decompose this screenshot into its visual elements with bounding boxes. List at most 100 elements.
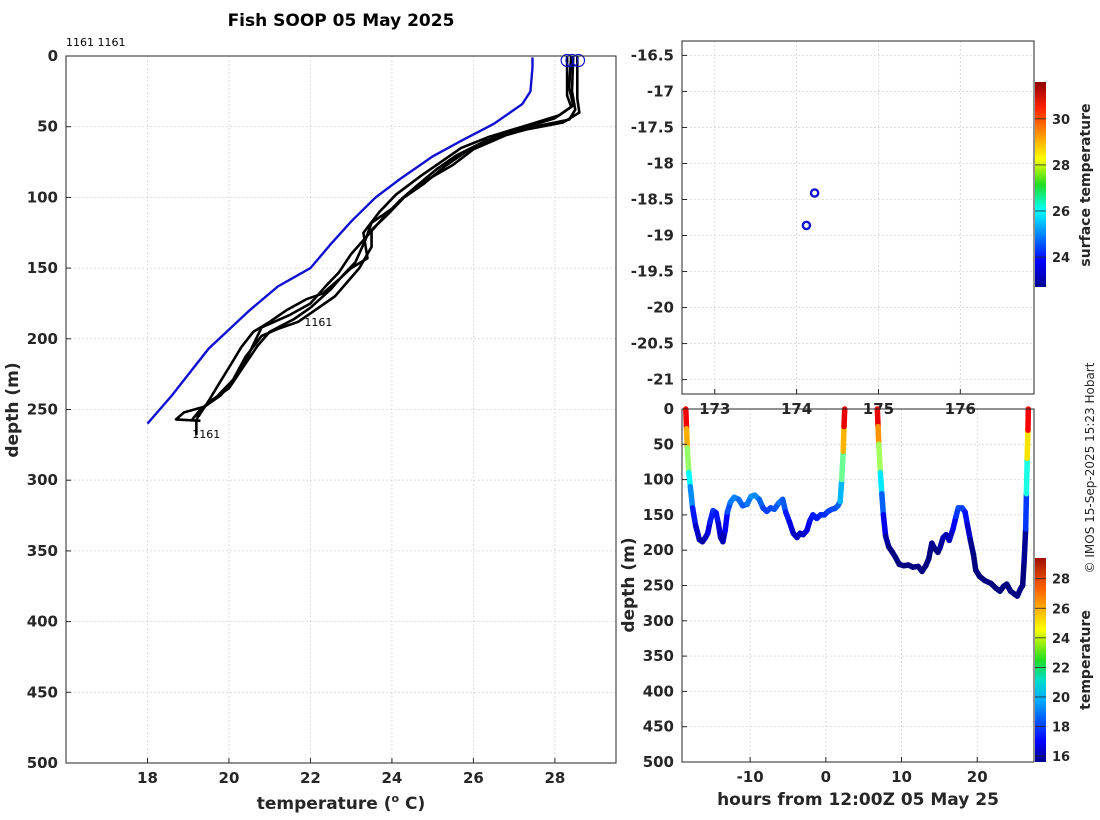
section-track-2-segment [1024, 427, 1031, 462]
profile-surface-marker [565, 53, 579, 68]
section-ytick-label: 350 [643, 647, 674, 665]
map-ytick-label: -19.5 [631, 263, 674, 281]
profile-panel: 18 20 22 24 26 28 0 50 100 150 200 250 300 350 400 450 5… [3, 47, 617, 814]
map-ytick-label: -17 [647, 82, 674, 100]
profile-axes-box [65, 55, 617, 764]
section-track-2-segment [876, 441, 884, 476]
map-colorbar-label: surface temperature [1078, 103, 1094, 266]
section-xtick-label: 0 [821, 768, 831, 786]
profile-ytick-label: 100 [27, 188, 58, 206]
section-colorbar-tick-label: 22 [1052, 661, 1070, 676]
profile-annotation: 1161 [192, 428, 220, 441]
profile-ytick-label: 500 [27, 754, 58, 772]
map-colorbar-tick-label: 28 [1052, 159, 1070, 174]
section-colorbar-tick-label: 18 [1052, 721, 1070, 736]
profile-ytick-label: 350 [27, 542, 58, 560]
section-track-1-segment [683, 406, 690, 432]
profile-ytick-label: 150 [27, 259, 58, 277]
section-track-2-segment [1023, 455, 1030, 497]
map-tick-labels: 173174175176-16.5-17-17.5-18-18.5-19-19.… [631, 46, 976, 418]
profile-ytick-label: 250 [27, 401, 58, 419]
section-colorbar-tick-label: 16 [1052, 750, 1070, 765]
section-ytick-label: 450 [643, 718, 674, 736]
section-colorbar-tick-label: 26 [1052, 602, 1070, 617]
map-ytick-label: -20.5 [631, 335, 674, 353]
profile-line-3 [191, 56, 581, 421]
profile-xtick-label: 20 [219, 769, 240, 787]
section-track-2-segment [874, 406, 881, 430]
profile-line-2 [174, 56, 573, 423]
map-ytick-label: -18 [647, 154, 674, 172]
profile-reference-line [146, 57, 534, 425]
section-ytick-label: 400 [643, 682, 674, 700]
profile-line-4 [197, 55, 575, 418]
section-track-2-segment [1022, 490, 1030, 532]
map-ytick-label: -16.5 [631, 46, 674, 64]
section-track-1-segment [684, 445, 692, 476]
section-ytick-label: 500 [643, 753, 674, 771]
map-ytick-label: -21 [647, 371, 674, 389]
profile-grid [66, 55, 616, 764]
map-panel: 173174175176-16.5-17-17.5-18-18.5-19-19.… [631, 40, 1094, 418]
section-track-1-segment [683, 426, 691, 451]
section-ytick-label: 50 [653, 435, 674, 453]
section-track-1-segment [841, 406, 848, 430]
profile-xtick-label: 18 [137, 769, 158, 787]
profile-xtick-label: 28 [544, 769, 565, 787]
section-ytick-label: 250 [643, 577, 674, 595]
section-track-1-segment [689, 505, 699, 529]
section-ytick-label: 100 [643, 471, 674, 489]
section-y-label: depth (m) [619, 537, 639, 632]
profile-ids-top: 1161 1161 [66, 36, 126, 49]
map-colorbar-ticks: 24 26 28 30 [1035, 113, 1070, 266]
map-points [801, 188, 820, 231]
profile-x-label: temperature (o C) [257, 792, 426, 814]
profile-xtick-label: 26 [463, 769, 484, 787]
section-track-1-segment [840, 423, 847, 455]
section-xtick-label: 10 [891, 768, 912, 786]
profile-ytick-label: 50 [37, 118, 58, 136]
section-track-1-segment [837, 476, 845, 505]
profile-ytick-label: 400 [27, 613, 58, 631]
section-colorbar-ticks: 16 18 20 22 24 26 28 [1035, 573, 1070, 765]
section-ytick-label: 0 [664, 400, 674, 418]
section-ytick-label: 150 [643, 506, 674, 524]
section-colorbar-tick-label: 28 [1052, 573, 1070, 588]
section-colorbar-tick-label: 24 [1052, 632, 1070, 647]
profile-ytick-label: 450 [27, 683, 58, 701]
section-track-2-segment [1019, 558, 1027, 589]
map-colorbar-tick-label: 26 [1052, 205, 1070, 220]
map-point [801, 220, 812, 231]
profile-ytick-label: 300 [27, 471, 58, 489]
map-ytick-label: -19 [647, 227, 674, 245]
section-lines [683, 406, 1032, 599]
map-colorbar-tick-label: 24 [1052, 251, 1070, 266]
profile-tick-labels: 18 20 22 24 26 28 0 50 100 150 200 250 300 350 400 450 5… [27, 47, 566, 787]
profile-ytick-label: 200 [27, 330, 58, 348]
section-track-2-segment [880, 512, 889, 539]
map-colorbar-tick-label: 30 [1052, 113, 1070, 128]
profile-xtick-label: 22 [300, 769, 321, 787]
profile-line-1 [195, 55, 577, 435]
profile-annotation: 1161 [304, 316, 332, 329]
section-colorbar-tick-label: 20 [1052, 691, 1070, 706]
map-axes-box [681, 40, 1035, 395]
section-track-1-segment [722, 509, 731, 534]
profile-lines: 1161 1161 [146, 53, 586, 441]
map-colorbar [1035, 82, 1046, 287]
profile-surface-marker [571, 53, 586, 68]
map-ytick-label: -18.5 [631, 190, 674, 208]
profile-xtick-label: 24 [381, 769, 402, 787]
profile-y-label: depth (m) [3, 362, 23, 457]
section-track-2-segment [875, 423, 882, 448]
map-ytick-label: -20 [647, 299, 674, 317]
section-track-1-segment [838, 448, 846, 483]
section-xtick-label: 20 [967, 768, 988, 786]
map-point [809, 188, 820, 198]
map-grid [682, 41, 1034, 394]
section-track-2-segment [879, 490, 887, 518]
